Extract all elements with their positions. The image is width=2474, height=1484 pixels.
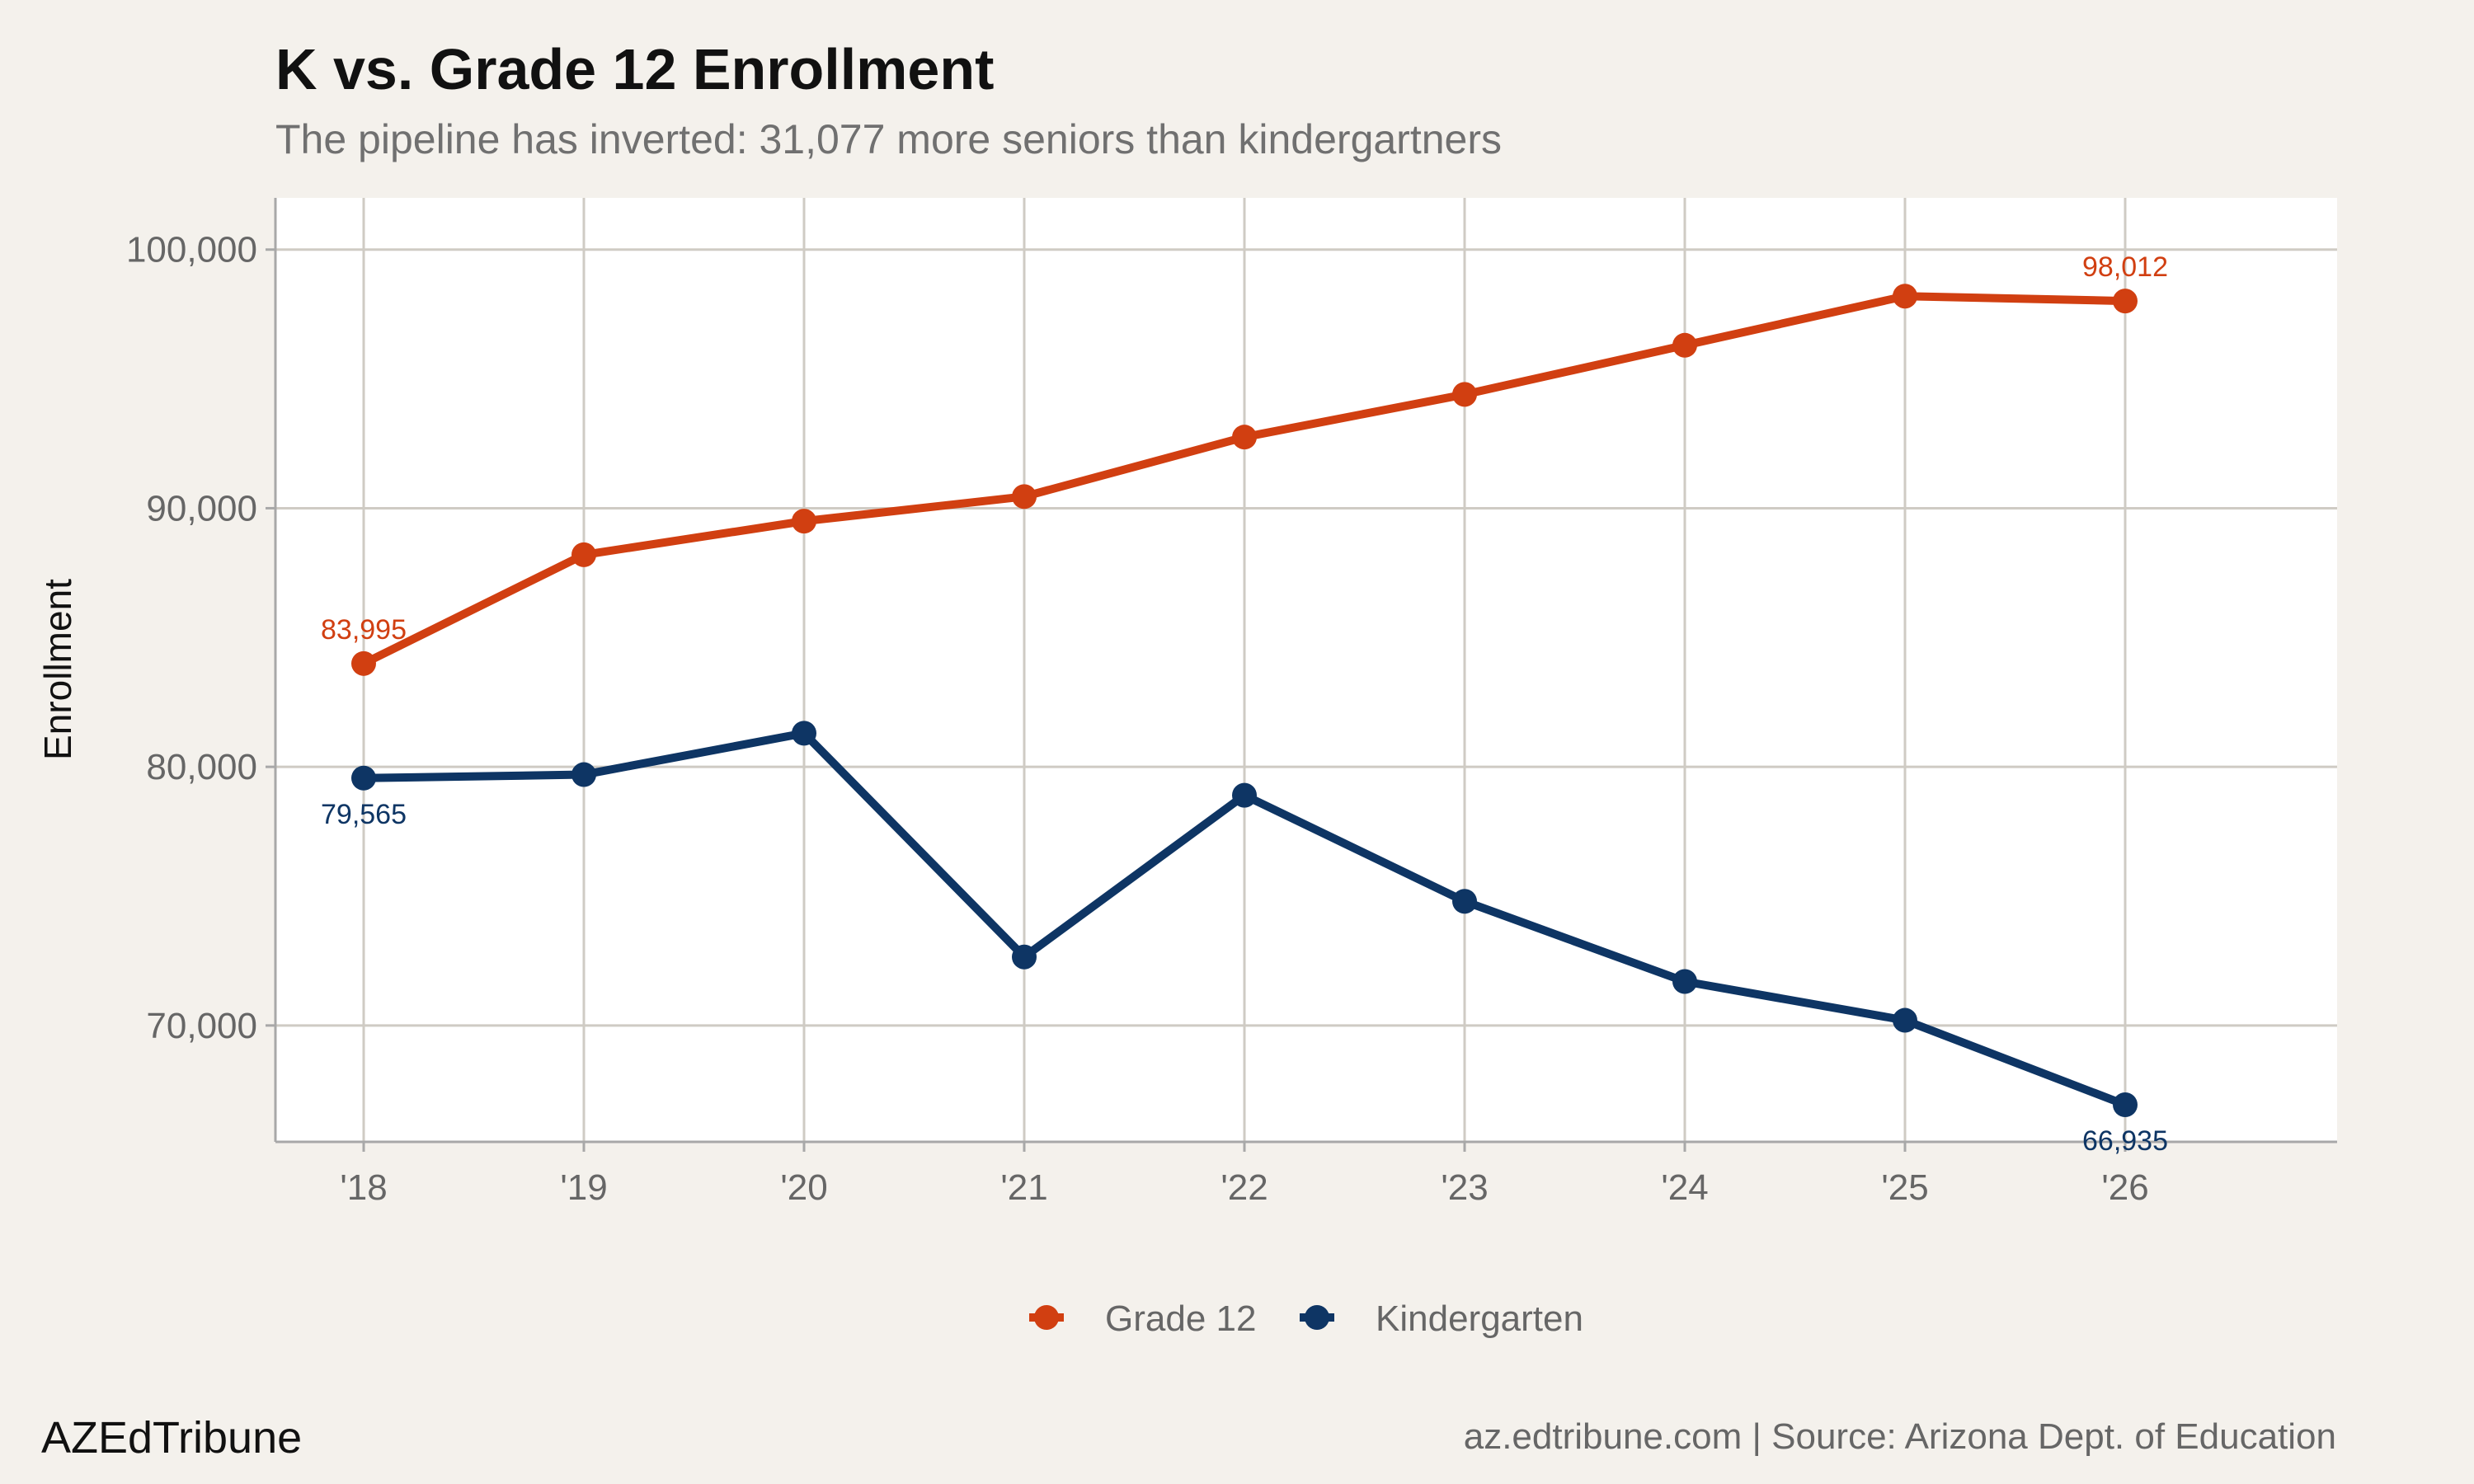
data-point-grade-12 — [1452, 382, 1477, 407]
y-axis-title: Enrollment — [36, 579, 79, 760]
footer-source: az.edtribune.com | Source: Arizona Dept.… — [1463, 1416, 2336, 1457]
data-point-kindergarten — [571, 762, 596, 787]
data-point-kindergarten — [1672, 969, 1697, 994]
x-tick-label: '22 — [1221, 1167, 1268, 1208]
series — [351, 284, 2138, 1117]
legend-label-grade-12: Grade 12 — [1105, 1298, 1256, 1339]
x-tick-label: '24 — [1661, 1167, 1708, 1208]
legend-label-kindergarten: Kindergarten — [1376, 1298, 1583, 1339]
data-label-kindergarten: 66,935 — [2082, 1125, 2168, 1157]
data-point-grade-12 — [1232, 425, 1257, 450]
x-tick-label: '26 — [2101, 1167, 2148, 1208]
data-point-grade-12 — [2113, 289, 2138, 314]
chart-subtitle: The pipeline has inverted: 31,077 more s… — [275, 116, 1502, 162]
data-point-kindergarten — [1452, 889, 1477, 914]
x-tick-label: '18 — [340, 1167, 387, 1208]
x-tick-label: '25 — [1881, 1167, 1928, 1208]
data-label-grade-12: 98,012 — [2082, 251, 2168, 283]
data-point-kindergarten — [1012, 944, 1037, 970]
data-point-grade-12 — [1672, 332, 1697, 358]
axes — [274, 198, 2337, 1144]
data-point-grade-12 — [792, 509, 816, 534]
data-label-grade-12: 83,995 — [321, 614, 407, 646]
chart-title: K vs. Grade 12 Enrollment — [275, 37, 995, 101]
data-point-kindergarten — [2113, 1092, 2138, 1117]
legend-swatch-point-grade-12 — [1034, 1305, 1059, 1330]
y-tick-label: 90,000 — [146, 488, 257, 528]
data-point-grade-12 — [351, 650, 376, 676]
data-label-kindergarten: 79,565 — [321, 799, 407, 830]
x-tick-label: '21 — [1000, 1167, 1047, 1208]
data-point-grade-12 — [1012, 484, 1037, 510]
y-tick-label: 100,000 — [126, 230, 257, 270]
legend-swatch-point-kindergarten — [1305, 1305, 1329, 1330]
data-point-kindergarten — [1893, 1007, 1917, 1033]
data-point-kindergarten — [792, 721, 816, 746]
data-point-kindergarten — [1232, 782, 1257, 808]
data-point-kindergarten — [351, 765, 376, 791]
x-tick-label: '20 — [780, 1167, 827, 1208]
footer-brand: AZEdTribune — [41, 1413, 303, 1463]
data-point-grade-12 — [1893, 284, 1917, 309]
y-tick-label: 80,000 — [146, 747, 257, 787]
data-labels: 83,995 98,012 79,565 66,935 — [321, 251, 2168, 1157]
x-tick-label: '23 — [1441, 1167, 1488, 1208]
tick-labels: '18 '19 '20 '21 '22 '23 '24 '25 '26 70,000 80,000 9… — [126, 230, 2149, 1208]
x-tick-label: '19 — [560, 1167, 607, 1208]
plot-panel — [275, 198, 2337, 1142]
y-tick-label: 70,000 — [146, 1006, 257, 1046]
legend: Grade 12 Kindergarten — [1029, 1298, 1583, 1339]
data-point-grade-12 — [571, 542, 596, 567]
